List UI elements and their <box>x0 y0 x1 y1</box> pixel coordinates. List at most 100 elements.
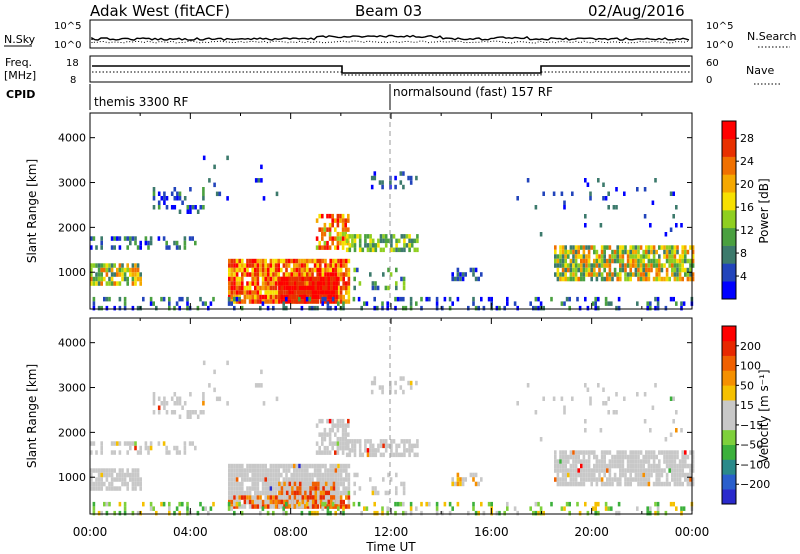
velocity-cell <box>613 472 617 478</box>
velocity-cell <box>105 486 109 491</box>
power-cell <box>298 258 301 264</box>
power-cell <box>131 267 135 273</box>
power-cell <box>587 254 591 259</box>
power-cell <box>660 263 664 268</box>
velocity-cell <box>384 448 388 453</box>
velocity-cell <box>572 472 575 478</box>
power-cell <box>278 294 281 300</box>
power-cell <box>100 281 103 286</box>
power-cell <box>283 285 286 291</box>
power-cell <box>277 272 280 277</box>
power-cell <box>339 231 342 237</box>
power-cell <box>262 196 266 201</box>
power-cell <box>296 285 299 291</box>
velocity-cell <box>556 477 560 482</box>
velocity-cell <box>262 401 266 406</box>
power-cell <box>308 258 312 264</box>
velocity-cell <box>532 510 535 516</box>
power-cell <box>323 231 327 237</box>
velocity-cell <box>593 454 596 460</box>
power-cell <box>395 247 398 253</box>
power-cell <box>673 276 677 282</box>
velocity-cell <box>448 510 452 516</box>
power-colorbar-swatch <box>722 174 736 193</box>
velocity-cell <box>425 501 428 507</box>
velocity-cell <box>647 459 651 464</box>
power-cell <box>526 178 530 183</box>
power-cell <box>564 254 567 259</box>
power-cell <box>319 285 323 291</box>
power-cell <box>568 296 571 302</box>
velocity-cell <box>301 490 305 496</box>
power-cell <box>373 296 376 302</box>
power-cell <box>326 227 329 232</box>
power-cell <box>347 281 351 286</box>
velocity-cell <box>650 463 653 469</box>
velocity-cell <box>689 468 692 473</box>
velocity-cell <box>639 477 643 482</box>
velocity-cell <box>347 445 350 451</box>
power-cell <box>371 247 375 253</box>
velocity-cell <box>261 506 265 511</box>
power-cell <box>587 249 591 255</box>
velocity-cell <box>409 385 413 390</box>
velocity-cell <box>395 486 398 491</box>
velocity-cell <box>341 445 345 451</box>
power-cell <box>456 276 460 282</box>
power-cell <box>587 272 591 277</box>
velocity-cell <box>409 380 413 386</box>
velocity-cell <box>405 448 409 453</box>
velocity-cell <box>322 481 325 487</box>
velocity-cell <box>188 441 192 446</box>
velocity-cell <box>290 477 293 482</box>
power-cell <box>584 296 587 302</box>
power-cell <box>554 272 557 277</box>
power-cell <box>295 267 299 273</box>
velocity-cell <box>567 468 570 473</box>
power-cell <box>274 285 278 291</box>
velocity-cell <box>347 477 351 482</box>
velocity-cell <box>593 450 596 455</box>
velocity-cell <box>233 510 236 516</box>
power-cell <box>604 296 608 302</box>
velocity-cell <box>691 454 695 460</box>
velocity-cell <box>606 481 609 487</box>
power-cell <box>134 236 137 241</box>
velocity-cell <box>369 477 372 482</box>
power-cell <box>634 263 638 268</box>
x-tick-label: 00:00 <box>675 525 710 539</box>
velocity-cell <box>561 450 565 455</box>
power-cell <box>330 276 333 282</box>
power-cell <box>202 205 205 210</box>
power-cell <box>408 238 411 244</box>
power-cell <box>152 205 156 210</box>
velocity-cell <box>269 499 273 505</box>
power-cell <box>194 240 197 246</box>
velocity-cell <box>607 506 610 511</box>
power-cell <box>639 272 643 277</box>
power-cell <box>574 258 578 264</box>
power-cell <box>241 281 244 286</box>
velocity-cell <box>645 459 648 464</box>
velocity-cell <box>619 463 622 469</box>
power-cell <box>339 213 342 219</box>
power-cell <box>118 263 122 268</box>
power-cell <box>319 276 323 282</box>
power-cell <box>353 234 357 239</box>
velocity-cell <box>345 439 349 444</box>
power-cell <box>602 182 605 187</box>
velocity-cell <box>477 510 480 516</box>
power-cell <box>564 249 567 255</box>
power-cell <box>149 301 153 306</box>
velocity-cell <box>637 459 640 464</box>
power-cell <box>345 258 348 264</box>
power-cell <box>364 243 367 248</box>
power-cell <box>564 263 567 268</box>
power-cell <box>105 272 109 277</box>
power-cell <box>590 272 593 277</box>
velocity-cell <box>615 410 618 415</box>
velocity-cell <box>642 481 645 487</box>
power-cell <box>580 245 583 250</box>
velocity-cell <box>623 396 626 401</box>
velocity-cell <box>296 504 299 509</box>
